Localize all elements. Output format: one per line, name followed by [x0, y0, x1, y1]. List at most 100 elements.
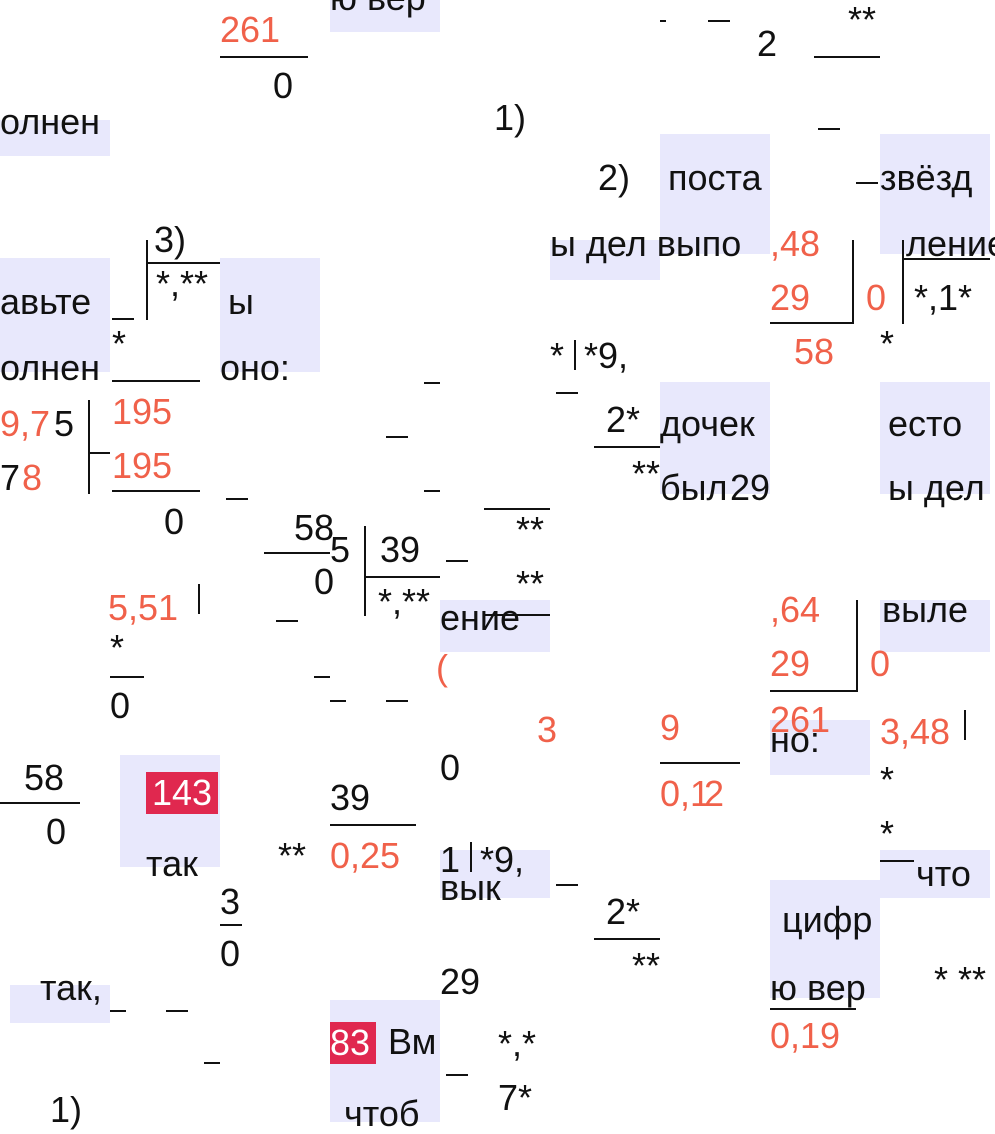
division-bar — [364, 526, 366, 616]
fraction-bar — [220, 56, 308, 58]
digits-fragment: 1 — [440, 839, 461, 880]
division-bar — [364, 576, 440, 578]
division-bar — [88, 452, 110, 454]
digits-fragment: 0 — [870, 643, 891, 684]
task-number-badge: 143 — [146, 772, 219, 814]
digits-fragment: 0 — [46, 811, 67, 852]
digits-fragment: 0 — [164, 501, 185, 542]
minus-sign — [226, 498, 248, 500]
digits-fragment: 39 — [330, 777, 371, 818]
digits-fragment: 58 — [294, 507, 335, 548]
digits-fragment: 29 — [770, 643, 811, 684]
digits-fragment: 261 — [770, 699, 831, 740]
digits-fragment: 58 — [24, 757, 65, 798]
minus-sign — [424, 382, 440, 384]
minus-sign — [856, 182, 878, 184]
digits-fragment: ** — [516, 509, 545, 550]
fraction-bar — [112, 490, 200, 492]
digits-fragment: 3 — [220, 881, 241, 922]
digits-fragment: 2* — [606, 399, 641, 440]
division-bar — [470, 842, 472, 872]
digits-fragment: 58 — [794, 331, 835, 372]
text-fragment: ю вер — [770, 967, 866, 1008]
text-fragment: выле — [882, 589, 969, 630]
text-fragment: вык — [440, 867, 501, 908]
digits-fragment: * — [880, 323, 895, 364]
fraction-bar — [484, 614, 550, 616]
digits-fragment: 0 — [314, 561, 335, 602]
minus-sign — [314, 676, 330, 678]
task-number: 3) — [154, 219, 187, 260]
minus-sign — [660, 20, 666, 22]
division-bar — [574, 340, 576, 370]
text-fragment: что — [916, 853, 971, 894]
digits-fragment: 2* — [606, 891, 641, 932]
task-number: 1) — [50, 1089, 83, 1130]
digits-fragment: 0 — [220, 933, 241, 974]
digits-fragment: 39 — [380, 529, 421, 570]
fraction-bar — [880, 860, 914, 862]
highlight-block — [10, 985, 110, 1023]
digits-fragment: *9, — [584, 335, 629, 376]
minus-sign — [424, 490, 440, 492]
digits-fragment: 195 — [112, 445, 173, 486]
highlight-block — [770, 880, 880, 998]
text-fragment: олнен — [0, 101, 101, 142]
text-fragment: звёзд — [880, 157, 973, 198]
fraction-bar — [814, 56, 880, 58]
digits-fragment: ,64 — [770, 589, 821, 630]
digits-fragment: * — [110, 627, 125, 668]
text-fragment: дочек — [660, 403, 755, 444]
digits-fragment: 9,7 — [0, 403, 51, 444]
highlight-block — [0, 120, 110, 156]
digits-fragment: *,1* — [914, 277, 973, 318]
fraction-bar — [594, 446, 660, 448]
division-bar — [146, 240, 148, 320]
text-fragment: олнен — [0, 347, 101, 388]
highlight-block — [440, 600, 550, 652]
text-fragment: но: — [770, 719, 820, 760]
division-bar — [964, 710, 966, 740]
division-bar — [856, 600, 858, 692]
digits-fragment: * — [550, 335, 565, 376]
division-bar — [146, 262, 220, 264]
digits-fragment: *9, — [480, 839, 525, 880]
digits-fragment: 261 — [220, 9, 281, 50]
fraction-bar — [770, 1008, 856, 1010]
text-fragment: ление — [906, 223, 995, 264]
text-fragment: Вм — [388, 1021, 437, 1062]
minus-sign — [446, 560, 468, 562]
highlight-block — [220, 258, 320, 372]
digits-fragment: *,** — [156, 263, 209, 304]
digits-fragment: ** — [516, 563, 545, 604]
division-bar — [902, 258, 990, 260]
digits-fragment: * ** — [934, 959, 987, 1000]
fraction-bar — [770, 322, 854, 324]
text-fragment: ы дел выпо — [550, 223, 742, 264]
text-fragment: ы дел — [888, 467, 985, 508]
highlight-block — [660, 134, 770, 254]
minus-sign — [386, 436, 408, 438]
fraction-bar — [770, 690, 858, 692]
text-fragment: ю вер — [330, 0, 426, 16]
fraction-bar — [112, 380, 200, 382]
minus-sign — [110, 1010, 126, 1012]
text-fragment: ение — [440, 597, 521, 638]
highlight-block — [880, 850, 990, 898]
fraction-bar — [484, 508, 550, 510]
digits-fragment: 29 — [770, 277, 811, 318]
digits-fragment: 5 — [330, 529, 351, 570]
digits-fragment: 0 — [866, 277, 887, 318]
division-bar — [902, 240, 904, 324]
digits-fragment: 0 — [273, 65, 294, 106]
fraction-bar — [660, 762, 740, 764]
highlight-block — [660, 382, 770, 494]
highlight-block — [550, 240, 660, 280]
digits-fragment: * — [880, 813, 895, 854]
task-number: 1) — [494, 97, 527, 138]
digits-fragment: 9 — [660, 707, 681, 748]
fraction-bar — [110, 676, 144, 678]
digits-fragment: ( — [436, 647, 448, 688]
division-bar — [852, 240, 854, 324]
digits-fragment: 7* — [498, 1077, 533, 1118]
